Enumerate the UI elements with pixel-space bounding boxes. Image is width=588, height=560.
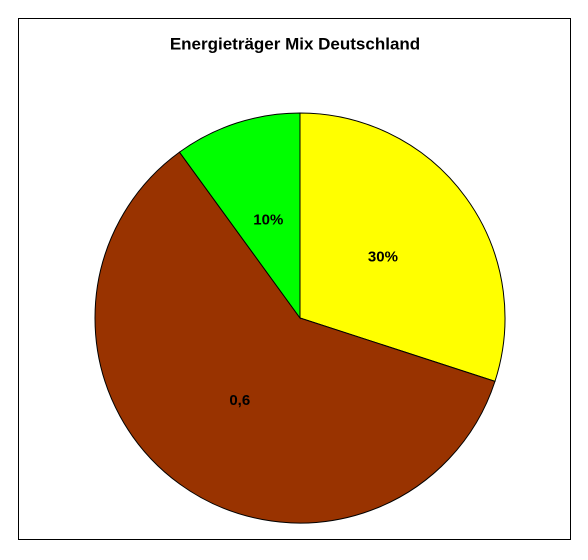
data-label: 0,6 bbox=[229, 392, 250, 409]
pie-slice bbox=[178, 112, 301, 320]
pie-slice bbox=[299, 112, 506, 382]
data-label: 10% bbox=[253, 211, 283, 228]
data-label: 30% bbox=[368, 249, 398, 266]
chart-title: Energieträger Mix Deutschland bbox=[170, 34, 420, 53]
pie-slice bbox=[94, 151, 496, 524]
